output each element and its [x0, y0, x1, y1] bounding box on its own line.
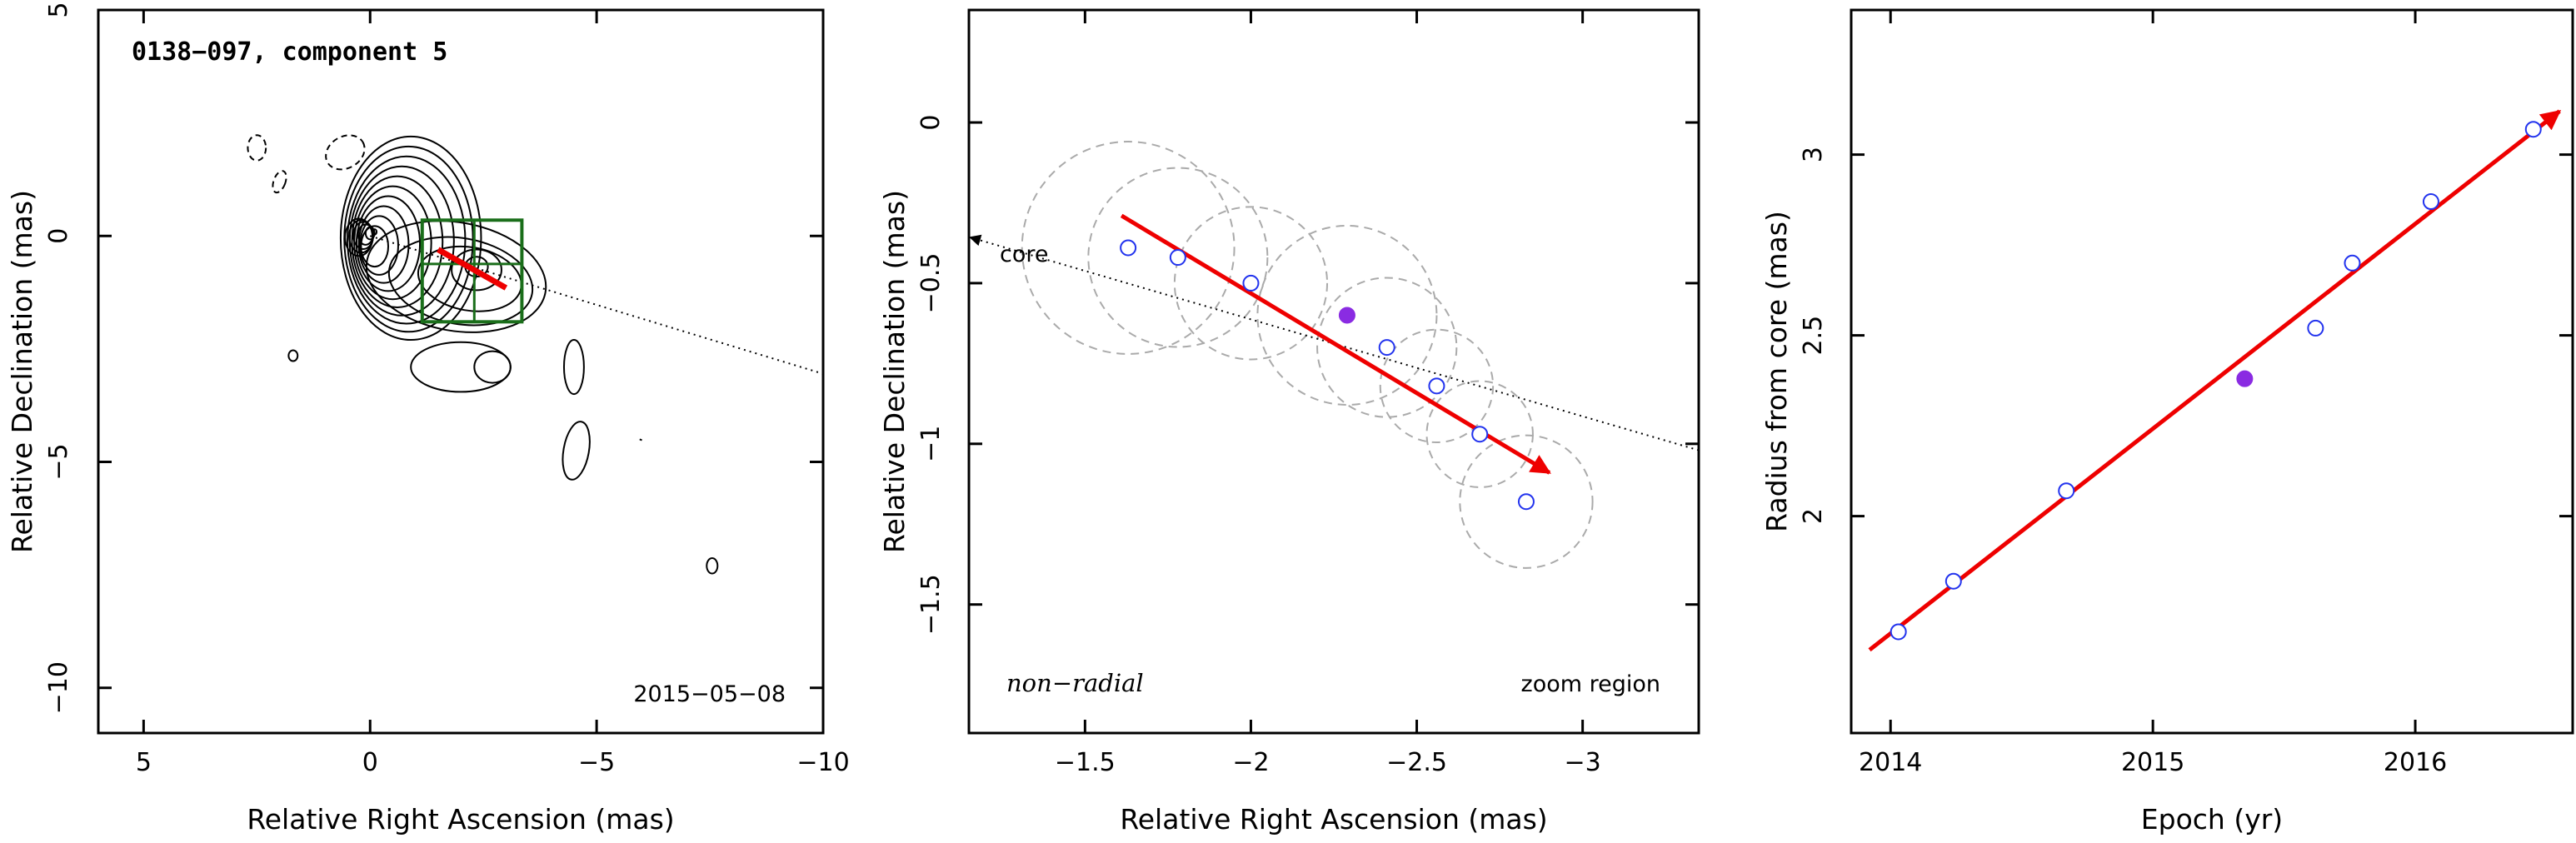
- panel3-y-tick-label: 2: [1799, 508, 1828, 524]
- panel1-y-tick-label: 0: [44, 228, 73, 244]
- data-point: [1378, 339, 1395, 357]
- jet-contour: [365, 220, 547, 333]
- jet-contour: [562, 339, 585, 396]
- filled-data-point: [2236, 370, 2254, 387]
- component-size-circle: [1379, 328, 1495, 444]
- jet-contour: [451, 248, 502, 292]
- contour-map: [247, 134, 719, 575]
- panel-radius-vs-epoch: 2014 2015 2016 2 2.5 3 Epoch (yr) Radius from…: [1760, 8, 2574, 836]
- data-point: [1242, 274, 1260, 292]
- core-contour: [364, 226, 376, 241]
- negative-contour: [325, 134, 366, 171]
- panel2-x-tick-label: −2: [1232, 748, 1269, 777]
- data-point: [1890, 623, 1907, 641]
- core-contour: [355, 195, 422, 292]
- panel2-y-tick-label: −0.5: [916, 252, 946, 313]
- core-contour: [360, 225, 389, 268]
- panel3-x-tick-label: 2014: [1859, 748, 1922, 777]
- fit-arrow: [1868, 109, 2562, 652]
- panel1-y-axis-label: Relative Declination (mas): [6, 190, 38, 553]
- panel1-x-tick-label: 0: [362, 748, 378, 777]
- data-point: [2524, 121, 2542, 138]
- component-size-circle: [1256, 224, 1438, 406]
- jet-axis-line: [369, 235, 823, 375]
- data-point: [2344, 254, 2361, 272]
- panel-zoom-region: −1.5 −2 −2.5 −30−0.5−1−1.5 core non−radial …: [878, 8, 1700, 836]
- zoom-region-label: zoom region: [1521, 671, 1660, 697]
- core-contour: [372, 228, 378, 236]
- jet-contour: [287, 349, 299, 362]
- data-point: [1944, 572, 1962, 590]
- non-radial-label: non−radial: [1006, 669, 1144, 697]
- panel2-y-axis-label: Relative Declination (mas): [878, 190, 911, 553]
- data-point: [1517, 493, 1535, 511]
- core-contour: [339, 135, 482, 342]
- data-point: [1120, 239, 1137, 257]
- core-contour: [347, 155, 467, 325]
- component-size-circle: [1087, 167, 1269, 348]
- zoom-box: [420, 218, 524, 324]
- component-size-circle: [1459, 434, 1594, 569]
- panel1-x-tick-label: 5: [136, 748, 152, 777]
- panel3-x-tick-label: 2015: [2121, 748, 2184, 777]
- jet-contour: [473, 350, 512, 384]
- panel1-y-tick-label: 5: [44, 2, 73, 17]
- panel2-y-tick-label: 0: [916, 114, 946, 130]
- panel1-motion-arrow: [437, 247, 508, 291]
- contour-speck: [639, 438, 642, 441]
- panel2-frame: [967, 8, 1700, 735]
- panel1-frame: [97, 8, 825, 735]
- negative-contour: [247, 134, 267, 162]
- panel-contour-map: 5 0 −5 −10 5 0 −5 −10 0138−097, component 5 201…: [6, 2, 850, 836]
- core-contour: [351, 175, 444, 308]
- data-point: [1471, 426, 1489, 443]
- component-size-circle: [1316, 277, 1458, 418]
- negative-contour: [272, 170, 287, 194]
- panel3-x-tick-label: 2016: [2384, 748, 2447, 777]
- panel3-frame: [1850, 8, 2574, 735]
- panel1-y-tick-label: −5: [44, 443, 73, 480]
- data-point: [1428, 377, 1445, 395]
- jet-contour: [410, 341, 512, 393]
- panel3-y-axis-label: Radius from core (mas): [1760, 211, 1793, 532]
- component-size-circle: [1425, 380, 1534, 488]
- jet-contour: [706, 557, 719, 575]
- panel1-x-axis-label: Relative Right Ascension (mas): [247, 803, 674, 836]
- panel2-y-tick-label: −1: [916, 426, 946, 462]
- core-contour: [359, 215, 399, 276]
- core-label: core: [1000, 242, 1048, 267]
- panel3-x-axis-label: Epoch (yr): [2141, 803, 2283, 836]
- panel3-y-tick-label: 3: [1799, 147, 1828, 162]
- filled-data-point: [1338, 307, 1355, 324]
- data-point: [1169, 249, 1186, 267]
- data-point: [2307, 319, 2324, 337]
- component-size-circle: [1021, 141, 1236, 355]
- jet-contour: [562, 421, 591, 481]
- data-point: [2058, 482, 2075, 500]
- panel1-x-tick-label: −5: [578, 748, 615, 777]
- panel2-x-axis-label: Relative Right Ascension (mas): [1120, 803, 1547, 836]
- panel2-y-tick-label: −1.5: [916, 574, 946, 635]
- panel2-x-tick-label: −1.5: [1055, 748, 1116, 777]
- panel1-x-tick-label: −10: [796, 748, 849, 777]
- panel3-y-tick-label: 2.5: [1799, 316, 1828, 356]
- panel1-title: 0138−097, component 5: [132, 37, 447, 67]
- component-size-circle: [1173, 206, 1329, 361]
- panel1-date-label: 2015−05−08: [633, 681, 786, 707]
- panel1-y-tick-label: −10: [44, 661, 73, 714]
- data-point: [2422, 193, 2439, 211]
- panel2-x-tick-label: −2.5: [1386, 748, 1447, 777]
- core-contour: [348, 165, 455, 317]
- panel2-x-tick-label: −3: [1565, 748, 1601, 777]
